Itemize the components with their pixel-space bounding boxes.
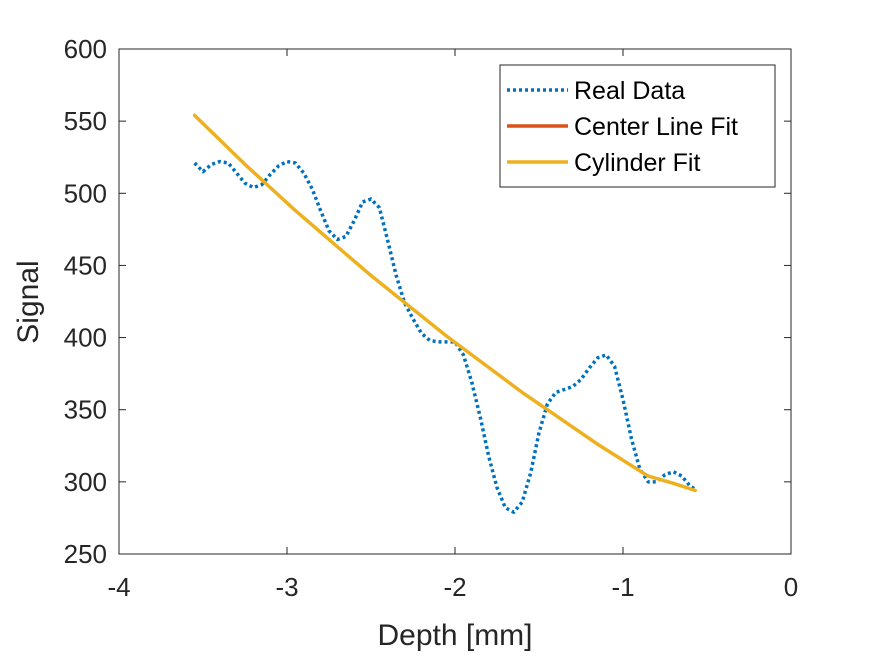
x-tick-label: -1 [611, 572, 634, 602]
y-tick-label: 300 [64, 467, 107, 497]
y-axis-ticks: 250 300 350 400 450 500 550 600 [64, 34, 791, 569]
y-tick-label: 550 [64, 106, 107, 136]
y-tick-label: 600 [64, 34, 107, 64]
x-axis-ticks: -4 -3 -2 -1 0 [107, 49, 798, 602]
series-line-cylinder-fit [192, 113, 697, 493]
y-axis-title: Signal [12, 260, 45, 343]
x-tick-label: -3 [275, 572, 298, 602]
series-line-real-data [193, 159, 697, 514]
series-layer [192, 113, 697, 514]
y-tick-label: 450 [64, 250, 107, 280]
legend-label: Cylinder Fit [574, 149, 700, 177]
x-tick-label: 0 [784, 572, 798, 602]
legend-label: Center Line Fit [574, 113, 738, 141]
y-tick-label: 400 [64, 323, 107, 353]
y-tick-label: 500 [64, 178, 107, 208]
x-tick-label: -4 [107, 572, 130, 602]
y-tick-label: 250 [64, 539, 107, 569]
x-axis-title: Depth [mm] [377, 619, 532, 652]
legend-label: Real Data [574, 77, 685, 105]
y-tick-label: 350 [64, 395, 107, 425]
legend: Real Data Center Line Fit Cylinder Fit [499, 64, 776, 188]
x-tick-label: -2 [443, 572, 466, 602]
